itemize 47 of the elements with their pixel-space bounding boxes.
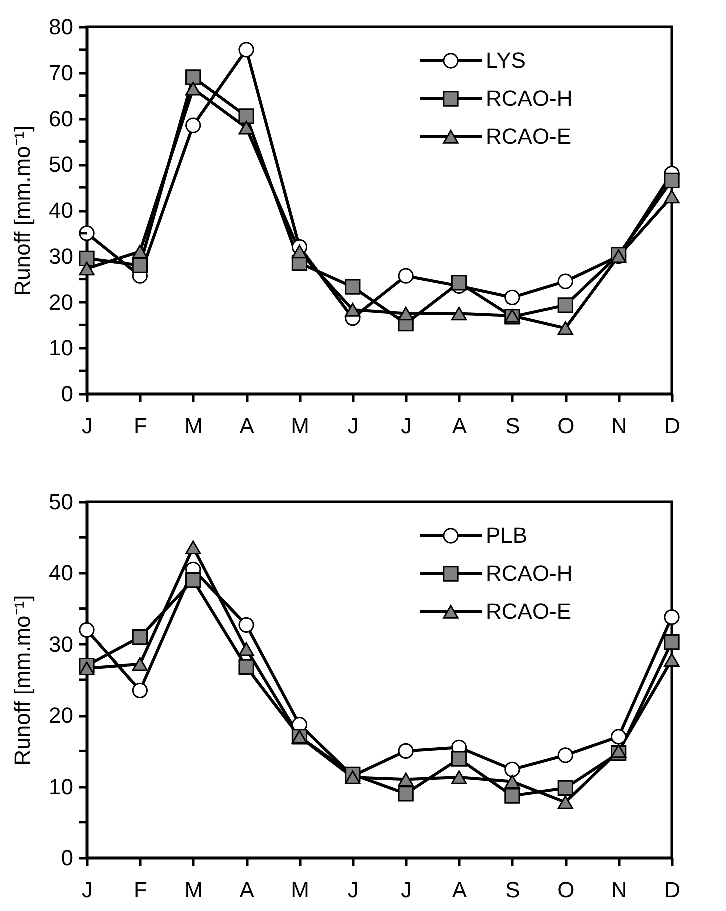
x-tick-label: S (506, 414, 520, 438)
x-tick-label: S (506, 878, 520, 902)
x-tick-label: D (664, 414, 680, 438)
x-tick-label: M (291, 878, 310, 902)
x-tick-label: F (134, 414, 148, 438)
x-tick-label: A (452, 414, 468, 438)
y-tick-label: 10 (49, 774, 74, 800)
y-tick-label: 20 (49, 290, 74, 315)
legend-label: LYS (486, 48, 526, 73)
y-tick-label: 0 (61, 846, 74, 870)
y-axis-title: Runoff [mm.mo⁻¹] (10, 595, 36, 766)
x-tick-label: O (558, 414, 575, 438)
x-tick-label: N (611, 878, 628, 902)
legend-label: RCAO-H (486, 86, 573, 111)
y-tick-label: 30 (49, 632, 74, 657)
x-tick-label: M (291, 414, 310, 438)
y-tick-label: 40 (49, 198, 74, 223)
y-tick-label: 70 (49, 60, 74, 86)
y-tick-label: 60 (49, 106, 74, 132)
y-tick-label: 80 (49, 14, 74, 40)
x-tick-label: D (664, 878, 680, 902)
x-tick-label: J (82, 414, 93, 438)
x-tick-label: J (401, 414, 412, 438)
x-tick-label: A (240, 414, 255, 438)
y-tick-label: 50 (49, 152, 74, 178)
x-tick-label: J (348, 878, 359, 902)
x-tick-label: F (134, 878, 148, 902)
legend-label: RCAO-H (486, 561, 573, 586)
y-tick-label: 0 (61, 382, 74, 406)
legend-label: RCAO-E (486, 599, 572, 624)
y-axis-title: Runoff [mm.mo⁻¹] (10, 126, 36, 296)
y-tick-label: 30 (49, 244, 74, 269)
x-tick-label: M (184, 414, 204, 438)
legend-label: RCAO-E (486, 124, 572, 149)
y-tick-label: 20 (49, 703, 74, 728)
x-tick-label: A (240, 878, 255, 902)
x-tick-label: A (452, 878, 468, 902)
x-tick-label: M (184, 878, 204, 902)
x-tick-label: J (82, 878, 93, 902)
x-tick-label: O (558, 878, 575, 902)
y-tick-label: 40 (49, 560, 74, 586)
legend-label: PLB (486, 523, 528, 548)
y-tick-label: 50 (49, 490, 74, 514)
y-tick-label: 10 (49, 336, 74, 361)
x-tick-label: N (611, 414, 628, 438)
x-tick-label: J (348, 414, 359, 438)
x-tick-label: J (401, 878, 412, 902)
